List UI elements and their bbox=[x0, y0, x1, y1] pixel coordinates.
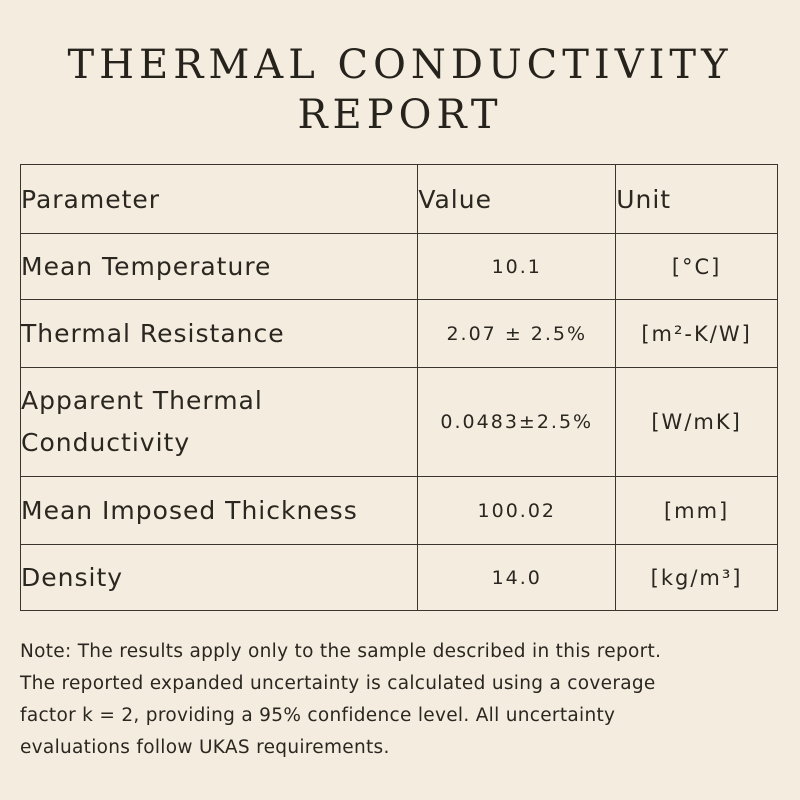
row-parameter: Mean Temperature bbox=[19, 233, 419, 300]
header-unit: Unit bbox=[615, 164, 778, 234]
row-unit: [m²-K/W] bbox=[615, 299, 778, 368]
report-note: Note: The results apply only to the samp… bbox=[20, 636, 780, 764]
table-header-row: Parameter Value Unit bbox=[19, 164, 778, 234]
row-value: 2.07 ± 2.5% bbox=[417, 299, 617, 368]
table-row: Mean Temperature 10.1 [°C] bbox=[19, 233, 778, 300]
row-parameter-line-1: Apparent Thermal bbox=[21, 386, 263, 415]
row-value: 14.0 bbox=[417, 544, 617, 611]
row-parameter: Density bbox=[19, 544, 419, 611]
note-line-4: evaluations follow UKAS requirements. bbox=[20, 737, 390, 758]
row-value: 10.1 bbox=[417, 233, 617, 300]
note-line-3: factor k = 2, providing a 95% confidence… bbox=[20, 705, 616, 726]
row-parameter: Thermal Resistance bbox=[19, 299, 419, 368]
row-value: 100.02 bbox=[417, 476, 617, 545]
note-line-2: The reported expanded uncertainty is cal… bbox=[20, 673, 656, 694]
row-parameter: Apparent Thermal Conductivity bbox=[19, 367, 419, 477]
table-row: Mean Imposed Thickness 100.02 [mm] bbox=[19, 476, 778, 545]
table-row: Thermal Resistance 2.07 ± 2.5% [m²-K/W] bbox=[19, 299, 778, 368]
table-row: Density 14.0 [kg/m³] bbox=[19, 544, 778, 611]
row-unit: [W/mK] bbox=[615, 367, 778, 477]
row-parameter: Mean Imposed Thickness bbox=[19, 476, 419, 545]
row-value: 0.0483±2.5% bbox=[417, 367, 617, 477]
results-table: Parameter Value Unit Mean Temperature 10… bbox=[19, 164, 778, 611]
report-title-line-1: THERMAL CONDUCTIVITY bbox=[67, 42, 733, 88]
header-parameter: Parameter bbox=[19, 164, 419, 234]
report-title: THERMAL CONDUCTIVITY REPORT bbox=[0, 40, 800, 140]
row-parameter-line-2: Conductivity bbox=[21, 428, 191, 457]
row-unit: [°C] bbox=[615, 233, 778, 300]
note-line-1: Note: The results apply only to the samp… bbox=[20, 641, 662, 662]
table-row: Apparent Thermal Conductivity 0.0483±2.5… bbox=[19, 367, 778, 477]
row-unit: [mm] bbox=[615, 476, 778, 545]
report-title-line-2: REPORT bbox=[297, 92, 503, 138]
row-unit: [kg/m³] bbox=[615, 544, 778, 611]
header-value: Value bbox=[417, 164, 617, 234]
